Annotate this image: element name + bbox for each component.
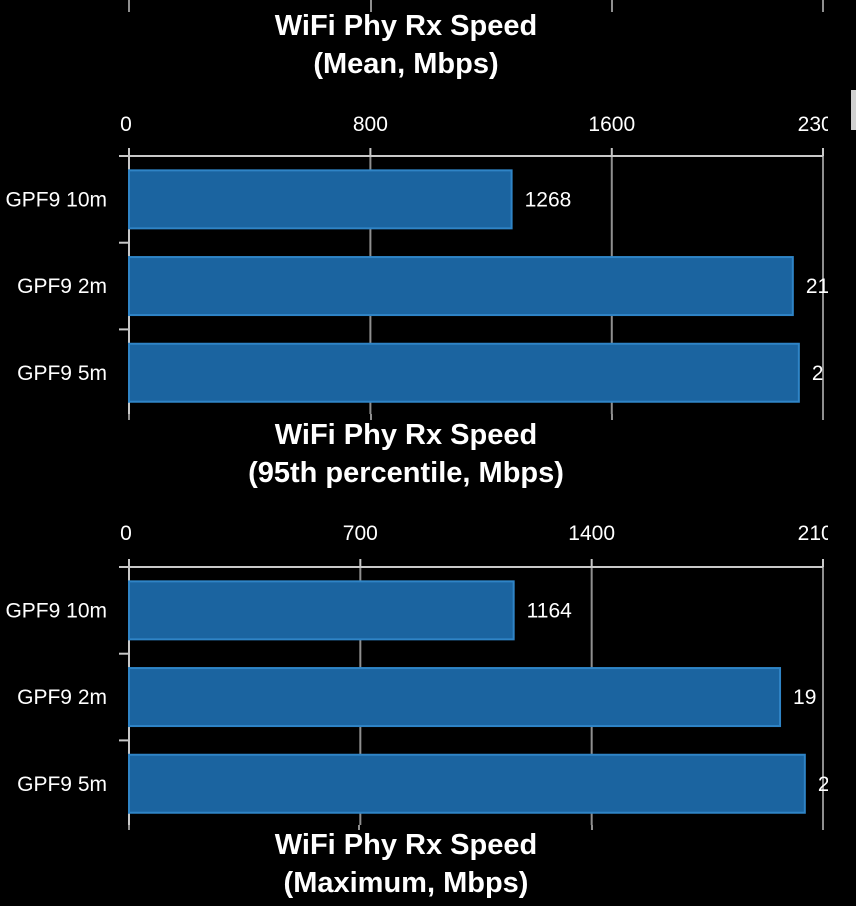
x-tick-label: 800 [353, 113, 388, 136]
chart-title-line: WiFi Phy Rx Speed [275, 419, 537, 451]
chart-title-line: (Maximum, Mbps) [284, 867, 529, 899]
bar [128, 753, 806, 814]
chart-panel-1: WiFi Phy Rx Speed (Mean, Mbps)0 800 1600 230… [5, 10, 844, 414]
chart-title: WiFi Phy Rx Speed (Maximum, Mbps) [275, 829, 537, 899]
category-label: GPF9 10m [5, 599, 107, 622]
data-label: 2 [818, 773, 830, 796]
bar [128, 667, 782, 728]
bar [128, 580, 515, 641]
scrollbar-thumb[interactable] [851, 90, 856, 130]
chart-title-line: WiFi Phy Rx Speed [275, 10, 537, 42]
data-label: 2 [812, 362, 824, 385]
chart-title: WiFi Phy Rx Speed (Mean, Mbps) [275, 10, 537, 80]
data-label: 21 [806, 275, 829, 298]
x-tick-label: 1400 [568, 522, 615, 545]
right-edge-mask [828, 0, 856, 906]
chart-title: WiFi Phy Rx Speed (95th percentile, Mbps) [248, 419, 564, 489]
bar [128, 342, 800, 403]
chart-title-line: WiFi Phy Rx Speed [275, 829, 537, 861]
category-label: GPF9 10m [5, 188, 107, 211]
category-label: GPF9 2m [17, 275, 107, 298]
data-label: 19 [793, 686, 816, 709]
data-label: 1268 [525, 188, 572, 211]
chart-panel-3: WiFi Phy Rx Speed (Maximum, Mbps) [275, 829, 537, 899]
chart-panel-2: WiFi Phy Rx Speed (95th percentile, Mbps)… [5, 419, 844, 825]
chart-title-line: (Mean, Mbps) [313, 48, 498, 80]
x-tick-label: 0 [120, 522, 132, 545]
x-tick-label: 0 [120, 113, 132, 136]
category-label: GPF9 2m [17, 686, 107, 709]
data-label: 1164 [527, 599, 572, 622]
x-tick-label: 1600 [588, 113, 635, 136]
chart-title-line: (95th percentile, Mbps) [248, 457, 564, 489]
category-label: GPF9 5m [17, 773, 107, 796]
bar [128, 169, 513, 230]
category-label: GPF9 5m [17, 362, 107, 385]
bar [128, 256, 794, 317]
x-tick-label: 700 [343, 522, 378, 545]
